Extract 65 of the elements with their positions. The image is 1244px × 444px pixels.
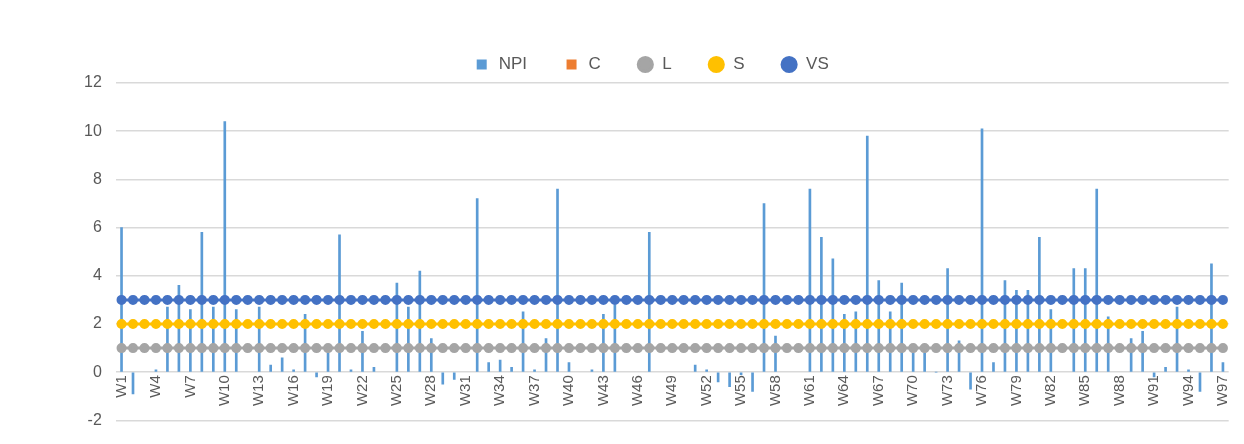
x-tick-label: W10	[214, 375, 232, 407]
legend-label: L	[662, 54, 672, 74]
y-tick-label: 6	[92, 218, 102, 236]
x-tick-label: W52	[696, 375, 714, 407]
bar	[441, 372, 445, 385]
x-tick-label: W19	[318, 375, 336, 407]
x-tick-label: W34	[490, 375, 508, 407]
x-tick-label: W70	[903, 375, 921, 407]
x-tick-label: W7	[180, 375, 198, 398]
x-tick-label: W28	[421, 375, 439, 407]
x-tick-label: W64	[834, 375, 852, 407]
bar	[1164, 367, 1167, 372]
x-tick-label: W1	[111, 375, 129, 398]
bar	[533, 369, 536, 372]
bar	[269, 364, 273, 372]
bar	[452, 372, 456, 380]
legend-label: C	[588, 54, 601, 74]
bar	[154, 369, 158, 372]
y-tick-label: 0	[92, 362, 102, 380]
y-tick-label: 10	[84, 121, 102, 139]
x-tick-label: W16	[283, 375, 301, 407]
x-tick-label: W55	[731, 375, 749, 407]
y-tick-label: 8	[92, 169, 102, 187]
bar	[292, 369, 295, 372]
legend-label: S	[733, 54, 745, 74]
x-tick-label: W43	[593, 375, 611, 407]
x-tick-label: W79	[1006, 375, 1024, 407]
y-tick-label: 12	[84, 73, 102, 91]
x-tick-label: W25	[387, 375, 405, 407]
x-tick-label: W40	[559, 375, 577, 407]
bar	[487, 362, 490, 372]
x-tick-label: W4	[146, 375, 164, 398]
x-tick-label: W61	[800, 375, 818, 407]
bar	[510, 367, 513, 372]
bar	[315, 372, 318, 378]
legend-label: VS	[806, 54, 829, 74]
x-tick-label: W46	[627, 375, 645, 407]
bar	[728, 372, 731, 387]
y-tick-label: 4	[92, 266, 102, 284]
bar	[705, 369, 708, 372]
y-tick-label: -2	[87, 410, 102, 428]
bar	[992, 362, 995, 372]
x-tick-label: W37	[524, 375, 542, 407]
x-tick-label: W76	[972, 375, 990, 407]
x-tick-label: W97	[1213, 375, 1231, 407]
x-tick-label: W94	[1178, 375, 1196, 407]
x-tick-label: W22	[352, 375, 370, 407]
legend-label: NPI	[498, 54, 528, 74]
bar	[751, 372, 754, 392]
bar	[590, 369, 594, 372]
x-tick-label: W85	[1075, 375, 1093, 407]
x-tick-label: W82	[1040, 375, 1058, 407]
x-tick-label: W67	[868, 375, 886, 407]
bar	[1187, 369, 1190, 372]
x-tick-label: W13	[249, 375, 267, 407]
x-tick-label: W91	[1144, 375, 1162, 407]
x-tick-label: W88	[1109, 375, 1127, 407]
bar	[349, 369, 353, 372]
x-tick-label: W49	[662, 375, 680, 407]
y-tick-label: 2	[92, 314, 102, 332]
x-tick-label: W58	[765, 375, 783, 407]
x-tick-label: W73	[937, 375, 955, 407]
x-tick-label: W31	[455, 375, 473, 407]
bar	[693, 364, 697, 372]
bar	[969, 372, 972, 390]
